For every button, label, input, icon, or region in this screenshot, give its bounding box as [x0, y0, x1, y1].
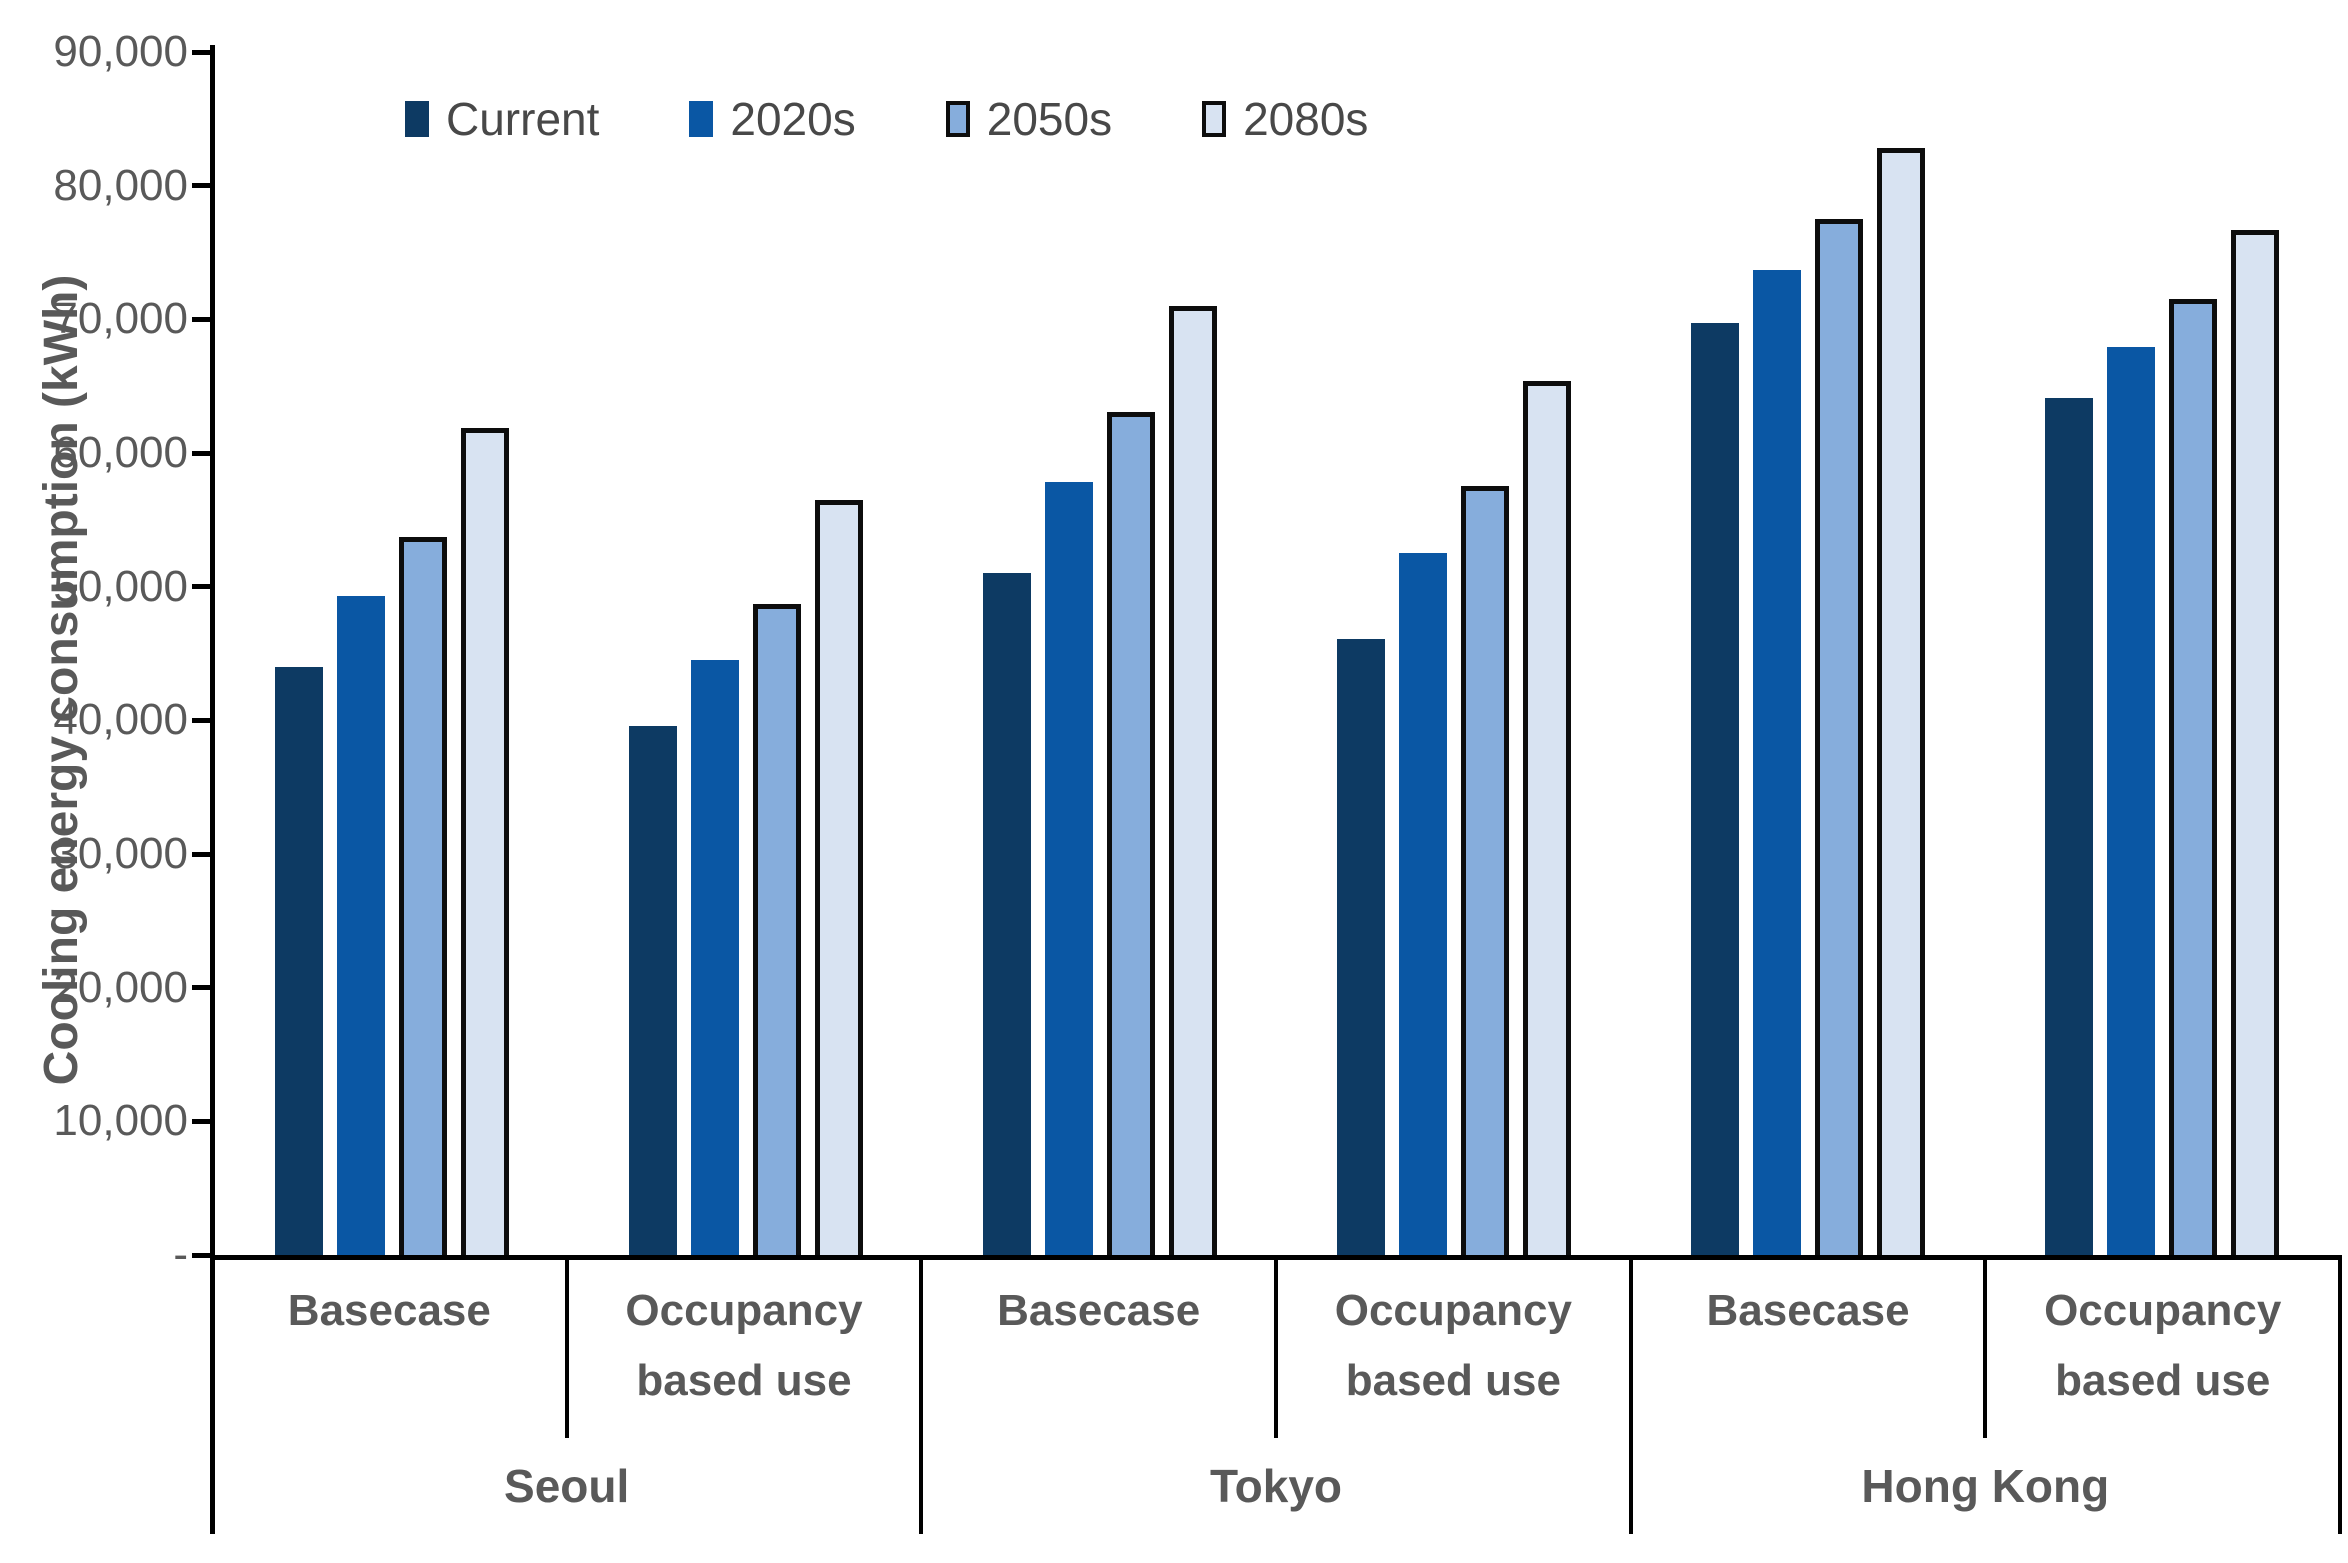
y-tick-mark — [192, 851, 212, 857]
bar-2050s — [2169, 299, 2217, 1255]
y-axis-line — [210, 45, 215, 1534]
bar-current — [2045, 398, 2093, 1255]
bar-group-seoul-basecase — [215, 52, 569, 1255]
scenario-label: Basecase — [214, 1260, 569, 1438]
legend-swatch-icon — [405, 101, 429, 137]
y-tick-label: 60,000 — [53, 428, 188, 477]
legend-item: 2050s — [945, 92, 1113, 146]
city-label: Tokyo — [923, 1438, 1633, 1534]
x-axis-line — [210, 1255, 2342, 1260]
bar-2020s — [1045, 482, 1093, 1255]
bar-current — [275, 666, 323, 1255]
legend-swatch-icon — [1202, 101, 1227, 137]
bar-current — [629, 725, 677, 1255]
scenario-label: Basecase — [1633, 1260, 1988, 1438]
legend-swatch-icon — [945, 101, 970, 137]
bar-2080s — [1523, 380, 1571, 1255]
legend: Current 2020s 2050s 2080s — [405, 92, 1368, 146]
bar-2080s — [1169, 305, 1217, 1255]
y-tick-mark — [192, 316, 212, 322]
bar-current — [1337, 638, 1385, 1255]
bar-2020s — [2107, 347, 2155, 1255]
bar-2080s — [461, 427, 509, 1255]
bar-2050s — [1815, 219, 1863, 1255]
bar-2020s — [691, 660, 739, 1255]
y-tick-mark — [192, 1118, 212, 1124]
bar-current — [983, 573, 1031, 1255]
y-tick-mark — [192, 1252, 212, 1258]
bar-2050s — [1461, 486, 1509, 1255]
y-tick-mark — [192, 584, 212, 590]
bar-current — [1691, 323, 1739, 1255]
y-tick-label: 20,000 — [53, 962, 188, 1012]
scenario-label-row: Basecase Occupancy based use Basecase Occup… — [214, 1260, 2338, 1438]
legend-item: 2020s — [689, 92, 856, 146]
y-tick-label: 40,000 — [53, 695, 188, 745]
scenario-label: Occupancy based use — [2044, 1286, 2282, 1406]
bar-2020s — [1753, 269, 1801, 1255]
city-label: Seoul — [214, 1438, 924, 1534]
legend-swatch-icon — [689, 101, 714, 137]
bar-2050s — [1107, 411, 1155, 1255]
bar-group-tokyo-basecase — [923, 52, 1277, 1255]
y-tick-label: 70,000 — [53, 294, 188, 344]
bar-2050s — [753, 604, 801, 1255]
bar-2050s — [399, 537, 447, 1255]
y-tick-label: - — [173, 1230, 188, 1279]
y-tick-mark — [192, 49, 212, 55]
bar-2080s — [815, 499, 863, 1255]
bar-2080s — [2231, 229, 2279, 1255]
y-tick-label: 80,000 — [53, 160, 188, 210]
bar-group-tokyo-occupancy-based-use — [1277, 52, 1631, 1255]
scenario-label: Occupancy based use — [569, 1260, 924, 1438]
y-tick-mark — [192, 985, 212, 991]
y-tick-label: 30,000 — [53, 829, 188, 878]
legend-label: Current — [446, 93, 600, 145]
bar-group-hong-kong-occupancy-based-use — [1985, 52, 2339, 1255]
legend-label: 2050s — [986, 93, 1113, 145]
legend-item: Current — [405, 92, 599, 146]
y-tick-label: 90,000 — [53, 27, 188, 76]
bar-group-seoul-occupancy-based-use — [569, 52, 923, 1255]
legend-item: 2080s — [1202, 92, 1368, 146]
y-tick-mark — [192, 450, 212, 456]
bar-group-hong-kong-basecase — [1631, 52, 1985, 1255]
bar-2020s — [1399, 553, 1447, 1255]
plot-area — [215, 52, 2339, 1255]
y-tick-mark — [192, 183, 212, 189]
x-axis-table: Basecase Occupancy based use Basecase Occup… — [210, 1260, 2342, 1534]
bar-2020s — [337, 596, 385, 1255]
scenario-label: Occupancy based use — [1278, 1260, 1633, 1438]
legend-label: 2080s — [1243, 93, 1369, 145]
y-tick-label: 50,000 — [53, 561, 188, 611]
y-tick-mark — [192, 717, 212, 723]
scenario-label: Basecase — [923, 1260, 1279, 1438]
bar-2080s — [1877, 148, 1925, 1255]
city-label-row: Seoul Tokyo Hong Kong — [214, 1438, 2338, 1534]
legend-label: 2020s — [730, 93, 856, 145]
y-tick-label: 10,000 — [53, 1096, 188, 1146]
city-label: Hong Kong — [1861, 1460, 2110, 1512]
